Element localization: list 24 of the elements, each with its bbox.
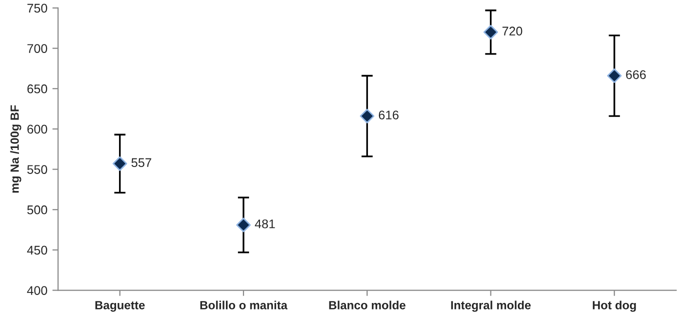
x-tick-label: Integral molde xyxy=(451,300,531,312)
y-tick-label: 550 xyxy=(27,165,48,174)
x-tick-label: Blanco molde xyxy=(329,300,406,310)
point xyxy=(607,68,622,84)
y-tick-label: 650 xyxy=(27,84,48,94)
x-tick-label: Baguette xyxy=(95,301,145,312)
x-tick-label: Bolillo o manita xyxy=(200,300,288,310)
point xyxy=(236,218,251,232)
point xyxy=(483,24,498,40)
data-label: 666 xyxy=(626,70,646,80)
data-label: 616 xyxy=(378,110,399,120)
data-label: 557 xyxy=(131,158,152,168)
y-tick-label: 750 xyxy=(27,4,48,13)
y-tick-label: 600 xyxy=(27,124,48,134)
data-label: 481 xyxy=(254,219,275,228)
y-tick-label: 500 xyxy=(27,205,48,214)
y-tick-label: 700 xyxy=(27,44,48,53)
y-tick-label: 450 xyxy=(27,246,48,255)
x-tick-label: Hot dog xyxy=(592,300,636,312)
y-axis-title: mg Na /100g BF xyxy=(10,105,22,193)
data-label: 720 xyxy=(502,26,522,36)
point xyxy=(360,108,374,124)
point xyxy=(112,156,128,171)
y-tick-label: 400 xyxy=(27,286,48,295)
